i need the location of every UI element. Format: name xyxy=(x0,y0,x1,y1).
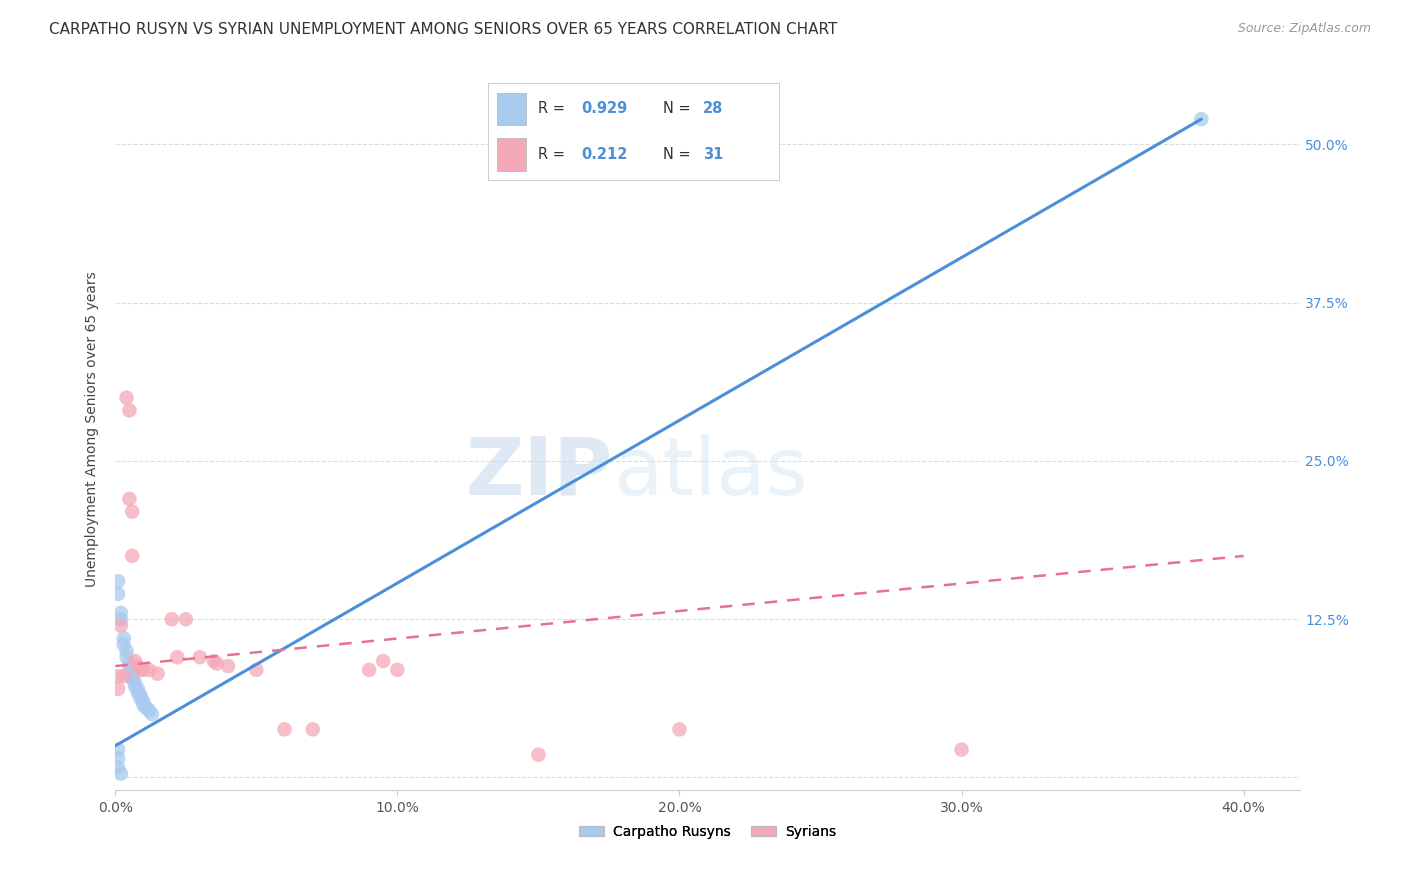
Point xyxy=(107,760,129,774)
Point xyxy=(118,663,141,677)
Point xyxy=(118,403,141,417)
Point xyxy=(138,703,160,717)
Text: Source: ZipAtlas.com: Source: ZipAtlas.com xyxy=(1237,22,1371,36)
Point xyxy=(359,663,381,677)
Point xyxy=(188,650,211,665)
Point xyxy=(166,650,188,665)
Point xyxy=(118,491,141,506)
Point xyxy=(121,672,143,686)
Point xyxy=(527,747,550,762)
Point xyxy=(112,631,135,645)
Point xyxy=(124,675,146,690)
Text: atlas: atlas xyxy=(613,434,807,512)
Text: CARPATHO RUSYN VS SYRIAN UNEMPLOYMENT AMONG SENIORS OVER 65 YEARS CORRELATION CH: CARPATHO RUSYN VS SYRIAN UNEMPLOYMENT AM… xyxy=(49,22,838,37)
Point xyxy=(132,694,155,708)
Point xyxy=(273,723,295,737)
Point xyxy=(115,391,138,405)
Point xyxy=(138,663,160,677)
Point xyxy=(174,612,197,626)
Point xyxy=(127,686,149,700)
Point xyxy=(202,654,225,668)
Point xyxy=(160,612,183,626)
Point xyxy=(950,742,973,756)
Point xyxy=(121,505,143,519)
Point xyxy=(107,742,129,756)
Point xyxy=(112,638,135,652)
Point xyxy=(245,663,267,677)
Point xyxy=(107,751,129,765)
Point xyxy=(146,666,169,681)
Point xyxy=(107,681,129,696)
Point xyxy=(387,663,409,677)
Point xyxy=(110,618,132,632)
Point xyxy=(115,644,138,658)
Point xyxy=(121,549,143,563)
Legend: Carpatho Rusyns, Syrians: Carpatho Rusyns, Syrians xyxy=(574,820,841,845)
Y-axis label: Unemployment Among Seniors over 65 years: Unemployment Among Seniors over 65 years xyxy=(86,271,100,587)
Point xyxy=(668,723,690,737)
Point xyxy=(205,657,228,671)
Point xyxy=(132,663,155,677)
Point xyxy=(124,654,146,668)
Point xyxy=(118,657,141,671)
Point xyxy=(107,587,129,601)
Point xyxy=(129,692,152,706)
Text: ZIP: ZIP xyxy=(465,434,613,512)
Point xyxy=(110,612,132,626)
Point xyxy=(124,679,146,693)
Point xyxy=(107,669,129,683)
Point xyxy=(135,701,157,715)
Point xyxy=(129,663,152,677)
Point xyxy=(1189,112,1212,127)
Point xyxy=(110,766,132,780)
Point xyxy=(129,688,152,702)
Point xyxy=(107,574,129,589)
Point xyxy=(127,659,149,673)
Point xyxy=(127,681,149,696)
Point xyxy=(115,650,138,665)
Point xyxy=(121,666,143,681)
Point xyxy=(217,659,239,673)
Point xyxy=(141,707,163,722)
Point xyxy=(110,606,132,620)
Point xyxy=(301,723,323,737)
Point xyxy=(132,698,155,713)
Point xyxy=(373,654,395,668)
Point xyxy=(112,669,135,683)
